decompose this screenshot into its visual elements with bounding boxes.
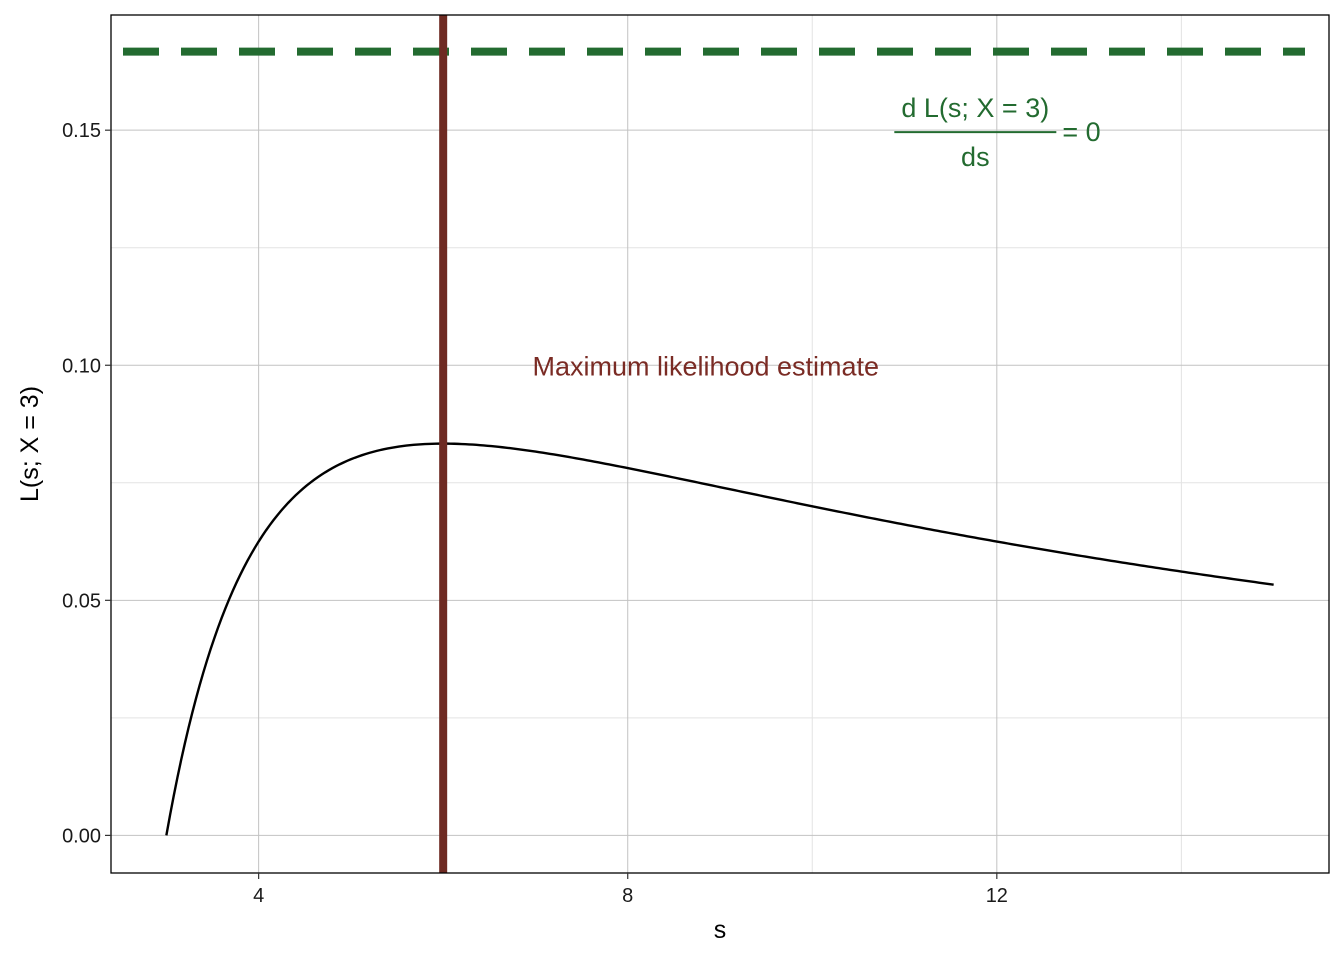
derivative-denominator: ds — [961, 142, 990, 172]
x-axis-title: s — [714, 916, 727, 944]
y-tick-label: 0.15 — [62, 120, 101, 142]
mle-annotation: Maximum likelihood estimate — [532, 351, 879, 381]
x-tick-label: 8 — [622, 885, 633, 907]
panel-border — [110, 14, 1330, 874]
plot-lines — [123, 15, 1305, 873]
annotations: Maximum likelihood estimate d L(s; X = 3… — [532, 93, 1100, 381]
x-tick-label: 12 — [986, 885, 1008, 907]
y-tick-label: 0.00 — [62, 825, 101, 847]
y-tick-label: 0.05 — [62, 590, 101, 612]
minor-gridlines — [111, 15, 1329, 873]
likelihood-curve — [165, 442, 1274, 836]
derivative-equals-zero: = 0 — [1062, 117, 1100, 147]
derivative-numerator: d L(s; X = 3) — [901, 93, 1049, 123]
y-tick-label: 0.10 — [62, 355, 101, 377]
major-gridlines — [111, 15, 1329, 873]
y-axis-title: L(s; X = 3) — [16, 386, 44, 502]
axis-ticks: 4 8 12 0.00 0.05 0.10 0.15 — [62, 120, 1008, 907]
x-tick-label: 4 — [253, 885, 264, 907]
